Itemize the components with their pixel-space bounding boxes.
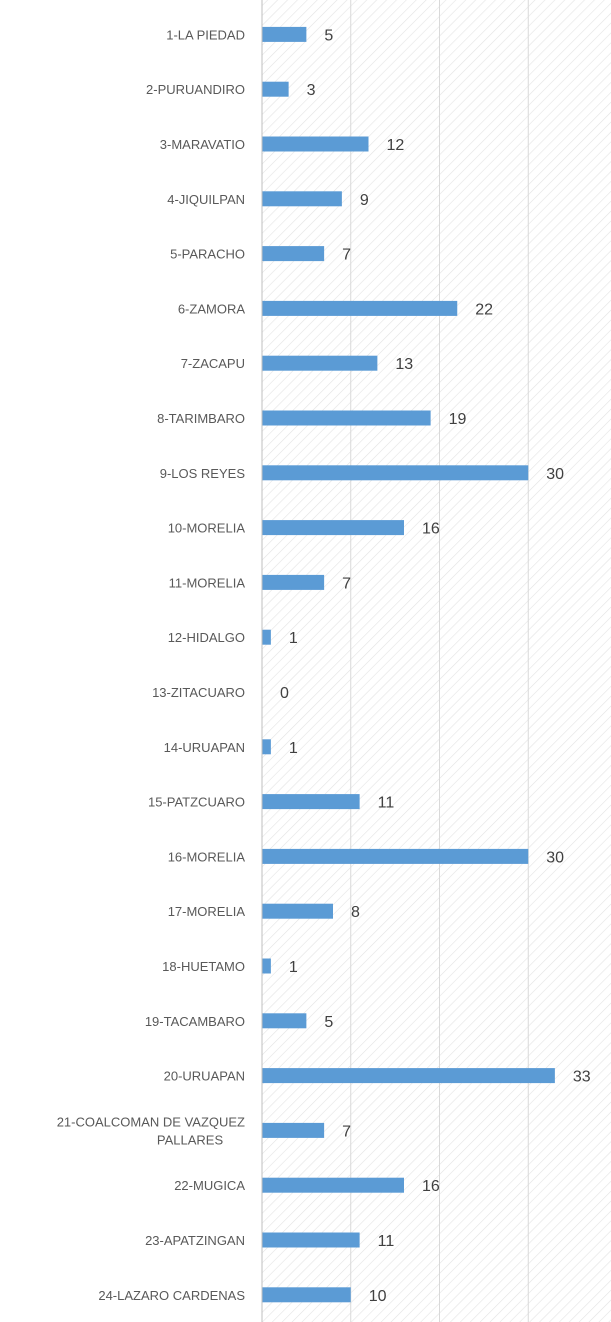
bar bbox=[262, 575, 324, 590]
category-label: 22-MUGICA bbox=[174, 1178, 245, 1193]
bar bbox=[262, 1068, 555, 1083]
bar bbox=[262, 246, 324, 261]
data-label: 7 bbox=[342, 247, 351, 264]
data-label: 3 bbox=[307, 82, 316, 99]
bar bbox=[262, 27, 306, 42]
category-label: 15-PATZCUARO bbox=[148, 795, 245, 810]
bar bbox=[262, 137, 369, 152]
data-label: 5 bbox=[324, 27, 333, 44]
data-label: 12 bbox=[387, 137, 405, 154]
bar bbox=[262, 794, 360, 809]
data-label: 11 bbox=[378, 795, 395, 812]
data-label: 1 bbox=[289, 959, 298, 976]
category-label: 18-HUETAMO bbox=[162, 959, 245, 974]
category-label: 6-ZAMORA bbox=[178, 301, 246, 316]
data-label: 22 bbox=[475, 301, 493, 318]
category-label: 23-APATZINGAN bbox=[145, 1233, 245, 1248]
data-label: 19 bbox=[449, 411, 467, 428]
category-label: 10-MORELIA bbox=[168, 521, 246, 536]
category-label: 11-MORELIA bbox=[169, 575, 246, 590]
bar bbox=[262, 630, 271, 645]
bar bbox=[262, 1123, 324, 1138]
category-label: 2-PURUANDIRO bbox=[146, 82, 245, 97]
data-label: 16 bbox=[422, 521, 440, 538]
category-label: 13-ZITACUARO bbox=[152, 685, 245, 700]
data-label: 11 bbox=[378, 1233, 395, 1250]
data-label: 16 bbox=[422, 1178, 440, 1195]
category-label: 14-URUAPAN bbox=[164, 740, 245, 755]
bar bbox=[262, 739, 271, 754]
data-label: 30 bbox=[546, 466, 564, 483]
bar bbox=[262, 959, 271, 974]
category-label: 19-TACAMBARO bbox=[145, 1014, 245, 1029]
data-label: 30 bbox=[546, 849, 564, 866]
category-labels: 1-LA PIEDAD 2-PURUANDIRO 3-MARAVATIO 4-JIQU… bbox=[57, 27, 246, 1302]
bar bbox=[262, 82, 289, 97]
bar bbox=[262, 1178, 404, 1193]
bar bbox=[262, 356, 377, 371]
data-label: 0 bbox=[280, 685, 289, 702]
category-label: 12-HIDALGO bbox=[168, 630, 245, 645]
data-label: 5 bbox=[324, 1014, 333, 1031]
category-label: 21-COALCOMAN DE VAZQUEZ PALLARES bbox=[57, 1114, 245, 1147]
category-label: 17-MORELIA bbox=[168, 904, 246, 919]
category-label: 7-ZACAPU bbox=[181, 356, 245, 371]
bar bbox=[262, 1287, 351, 1302]
category-label: 8-TARIMBARO bbox=[157, 411, 245, 426]
bar bbox=[262, 411, 431, 426]
category-label: 9-LOS REYES bbox=[160, 466, 246, 481]
data-label: 9 bbox=[360, 192, 369, 209]
data-label: 1 bbox=[289, 740, 298, 757]
bar bbox=[262, 301, 457, 316]
category-label: 4-JIQUILPAN bbox=[167, 192, 245, 207]
bar bbox=[262, 520, 404, 535]
category-label: 1-LA PIEDAD bbox=[166, 27, 245, 42]
data-label: 33 bbox=[573, 1069, 591, 1086]
bar bbox=[262, 465, 528, 480]
data-label: 8 bbox=[351, 904, 360, 921]
category-label: 5-PARACHO bbox=[170, 247, 245, 262]
bar bbox=[262, 191, 342, 206]
data-label: 7 bbox=[342, 575, 351, 592]
bar bbox=[262, 904, 333, 919]
bar bbox=[262, 1233, 360, 1248]
bar bbox=[262, 849, 528, 864]
category-label: 16-MORELIA bbox=[168, 849, 246, 864]
category-label: 24-LAZARO CARDENAS bbox=[98, 1288, 245, 1303]
data-label: 7 bbox=[342, 1123, 351, 1140]
data-label: 1 bbox=[289, 630, 298, 647]
bar bbox=[262, 1013, 306, 1028]
data-label: 13 bbox=[395, 356, 413, 373]
data-label: 10 bbox=[369, 1288, 387, 1305]
category-label: 3-MARAVATIO bbox=[160, 137, 245, 152]
category-label: 20-URUAPAN bbox=[164, 1069, 245, 1084]
